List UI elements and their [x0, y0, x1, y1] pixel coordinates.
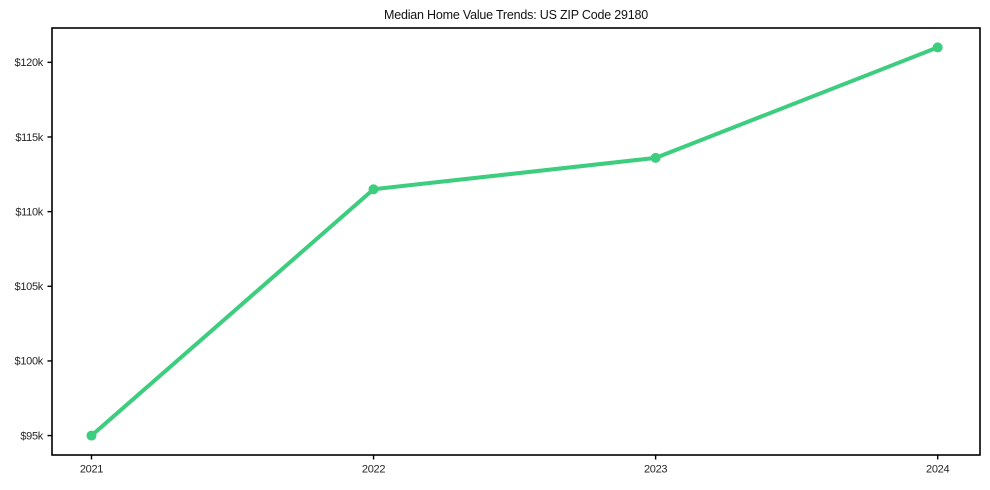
data-point-marker [368, 184, 379, 195]
y-tick-label: $95k [20, 430, 43, 442]
y-tick-label: $100k [15, 356, 44, 368]
x-tick-label: 2023 [644, 464, 667, 476]
y-tick-label: $105k [15, 281, 44, 293]
data-point-marker [86, 430, 97, 441]
data-line [89, 45, 940, 438]
x-tick-label: 2024 [926, 464, 949, 476]
chart-title: Median Home Value Trends: US ZIP Code 29… [383, 8, 648, 22]
plot-border [51, 27, 981, 456]
y-tick-label: $115k [15, 132, 43, 144]
x-tick-label: 2022 [362, 464, 385, 476]
y-tick-label: $110k [15, 206, 43, 218]
y-tick-label: $120k [15, 57, 44, 69]
data-point-marker [650, 152, 661, 163]
x-tick-label: 2021 [80, 464, 103, 476]
data-point-marker [932, 42, 943, 53]
